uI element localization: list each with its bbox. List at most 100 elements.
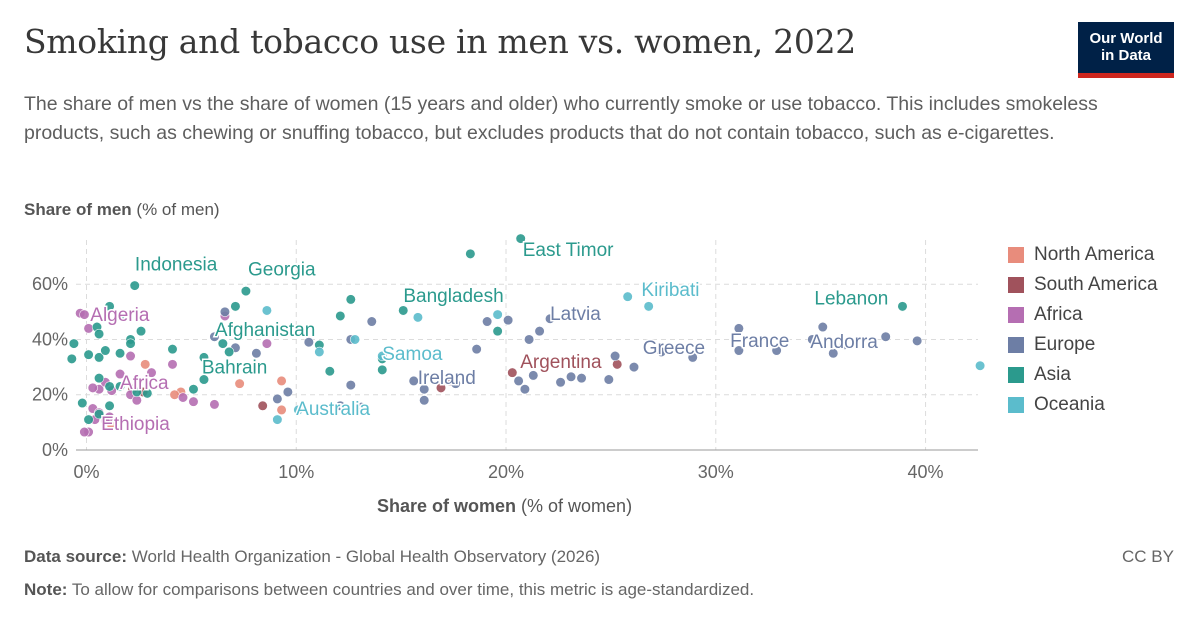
data-point[interactable] xyxy=(356,402,367,413)
data-point[interactable] xyxy=(114,348,126,359)
data-point[interactable] xyxy=(345,294,356,305)
data-point[interactable] xyxy=(217,338,228,349)
data-point[interactable] xyxy=(555,377,566,388)
data-point[interactable] xyxy=(610,350,621,362)
data-point[interactable] xyxy=(733,323,744,334)
data-point[interactable] xyxy=(628,362,640,373)
data-point[interactable] xyxy=(912,335,923,346)
data-point[interactable] xyxy=(771,345,782,356)
data-point[interactable] xyxy=(79,309,90,320)
data-point[interactable] xyxy=(177,392,189,403)
data-point[interactable] xyxy=(534,326,545,337)
legend-item[interactable]: Asia xyxy=(1008,360,1158,390)
data-point[interactable] xyxy=(450,378,461,389)
data-point[interactable] xyxy=(897,301,908,312)
data-point[interactable] xyxy=(419,395,430,406)
data-point[interactable] xyxy=(100,345,111,356)
data-point[interactable] xyxy=(240,286,252,297)
data-point[interactable] xyxy=(234,378,245,389)
data-point[interactable] xyxy=(880,331,891,342)
data-point[interactable] xyxy=(492,309,503,320)
data-point[interactable] xyxy=(146,367,157,378)
data-point[interactable] xyxy=(817,321,828,333)
legend-item[interactable]: Oceania xyxy=(1008,390,1158,420)
data-point[interactable] xyxy=(198,374,210,385)
data-source-text[interactable]: World Health Organization - Global Healt… xyxy=(131,547,601,566)
data-point[interactable] xyxy=(974,360,986,371)
legend-item[interactable]: South America xyxy=(1008,270,1158,300)
legend-item[interactable]: Europe xyxy=(1008,330,1158,360)
data-point[interactable] xyxy=(188,384,199,395)
data-point[interactable] xyxy=(303,337,314,348)
data-point[interactable] xyxy=(528,370,539,381)
data-point[interactable] xyxy=(544,313,556,324)
data-point[interactable] xyxy=(198,352,210,363)
data-point[interactable] xyxy=(293,404,304,416)
data-point[interactable] xyxy=(523,334,535,345)
data-point[interactable] xyxy=(465,248,476,259)
data-point[interactable] xyxy=(507,367,518,378)
data-point[interactable] xyxy=(687,352,698,363)
data-point[interactable] xyxy=(482,316,493,327)
scatter-chart[interactable]: 0% 20% 40% 60% 0% 10% 20% 30% 40% East Timor Indo… xyxy=(0,0,1000,480)
data-point[interactable] xyxy=(209,331,220,342)
data-point[interactable] xyxy=(93,408,105,420)
data-point[interactable] xyxy=(349,334,361,345)
data-point[interactable] xyxy=(167,344,178,355)
data-point[interactable] xyxy=(261,305,272,316)
data-point[interactable] xyxy=(188,396,199,407)
data-point[interactable] xyxy=(603,374,614,385)
data-point[interactable] xyxy=(828,348,839,359)
data-point[interactable] xyxy=(125,350,136,362)
data-point[interactable] xyxy=(838,339,849,351)
data-point[interactable] xyxy=(135,326,147,337)
data-point[interactable] xyxy=(261,338,272,349)
data-point[interactable] xyxy=(408,375,419,387)
data-point[interactable] xyxy=(733,345,744,356)
data-point[interactable] xyxy=(257,400,268,411)
data-point[interactable] xyxy=(79,426,90,438)
data-point[interactable] xyxy=(83,414,94,425)
data-point[interactable] xyxy=(345,379,356,391)
data-point[interactable] xyxy=(335,310,346,322)
data-point[interactable] xyxy=(419,384,430,395)
data-point[interactable] xyxy=(167,359,178,370)
data-point[interactable] xyxy=(114,368,126,380)
data-point[interactable] xyxy=(251,348,262,359)
data-point[interactable] xyxy=(114,310,126,322)
data-point[interactable] xyxy=(87,382,98,393)
data-point[interactable] xyxy=(125,338,136,349)
data-point[interactable] xyxy=(314,346,325,358)
license-link[interactable]: CC BY xyxy=(1122,547,1174,566)
data-point[interactable] xyxy=(276,404,287,416)
data-point[interactable] xyxy=(68,338,80,349)
data-point[interactable] xyxy=(83,349,94,360)
legend-item[interactable]: Africa xyxy=(1008,300,1158,330)
data-point[interactable] xyxy=(622,291,633,302)
data-point[interactable] xyxy=(398,305,409,316)
data-point[interactable] xyxy=(435,382,447,393)
data-point[interactable] xyxy=(412,312,424,323)
data-point[interactable] xyxy=(576,373,587,384)
data-point[interactable] xyxy=(656,346,667,358)
data-point[interactable] xyxy=(209,399,220,410)
data-point[interactable] xyxy=(335,400,346,411)
data-point[interactable] xyxy=(104,400,115,411)
data-point[interactable] xyxy=(282,386,293,398)
data-point[interactable] xyxy=(807,334,818,345)
data-point[interactable] xyxy=(77,397,88,409)
data-point[interactable] xyxy=(140,359,151,370)
data-point[interactable] xyxy=(219,306,231,317)
data-point[interactable] xyxy=(93,373,105,384)
data-point[interactable] xyxy=(104,381,115,392)
data-point[interactable] xyxy=(142,388,153,399)
data-point[interactable] xyxy=(93,328,105,340)
data-point[interactable] xyxy=(513,375,524,387)
data-point[interactable] xyxy=(503,315,514,326)
data-point[interactable] xyxy=(377,350,388,362)
data-point[interactable] xyxy=(565,371,577,382)
data-point[interactable] xyxy=(93,352,105,363)
data-point[interactable] xyxy=(66,353,77,364)
data-point[interactable] xyxy=(519,384,531,395)
data-point[interactable] xyxy=(224,346,235,358)
